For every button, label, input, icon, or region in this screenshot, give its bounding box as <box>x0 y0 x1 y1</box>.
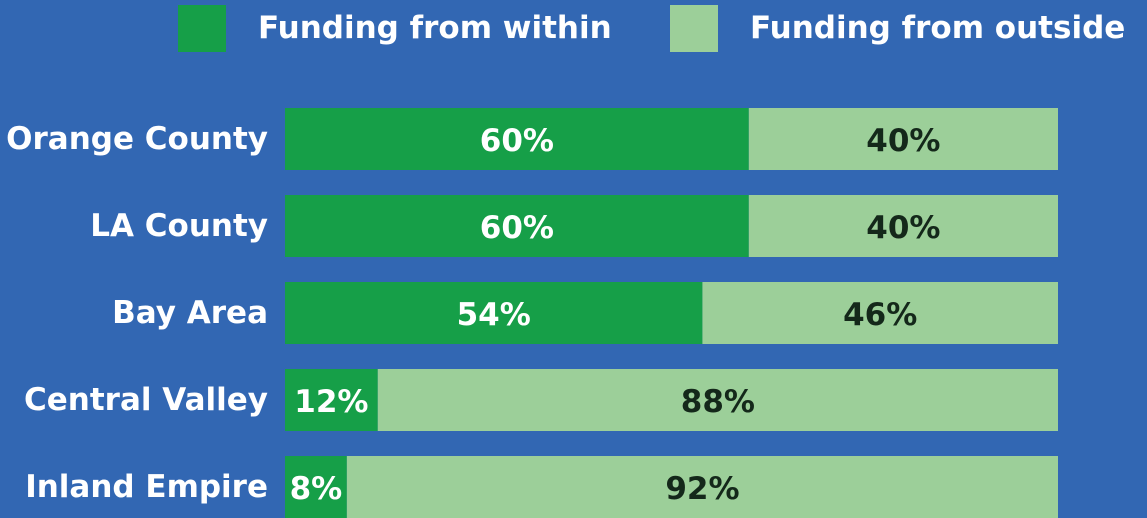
bar-segment <box>748 108 1058 170</box>
value-label: 54% <box>457 297 531 333</box>
bar-segment <box>377 369 1058 431</box>
value-label: 8% <box>290 471 343 507</box>
bar-segment <box>702 282 1058 344</box>
bar-segment <box>285 369 378 431</box>
value-label: 60% <box>480 210 554 246</box>
value-label: 40% <box>866 210 940 246</box>
legend-swatch <box>670 5 718 52</box>
bar-segment <box>285 195 749 257</box>
category-label: Bay Area <box>112 295 268 331</box>
bar-segment <box>748 195 1058 257</box>
bar-segment <box>285 108 749 170</box>
legend-label: Funding from outside <box>750 10 1125 46</box>
bar-segment <box>285 282 703 344</box>
category-label: Inland Empire <box>25 469 268 505</box>
category-label: LA County <box>90 208 268 244</box>
value-label: 60% <box>480 123 554 159</box>
value-label: 46% <box>843 297 917 333</box>
bar-segment <box>346 456 1059 518</box>
value-label: 12% <box>294 384 368 420</box>
value-label: 92% <box>665 471 739 507</box>
category-label: Central Valley <box>24 382 268 418</box>
bar-segment <box>285 456 347 518</box>
legend-label: Funding from within <box>258 10 612 46</box>
value-label: 88% <box>681 384 755 420</box>
value-label: 40% <box>866 123 940 159</box>
category-label: Orange County <box>6 121 268 157</box>
legend-swatch <box>178 5 226 52</box>
